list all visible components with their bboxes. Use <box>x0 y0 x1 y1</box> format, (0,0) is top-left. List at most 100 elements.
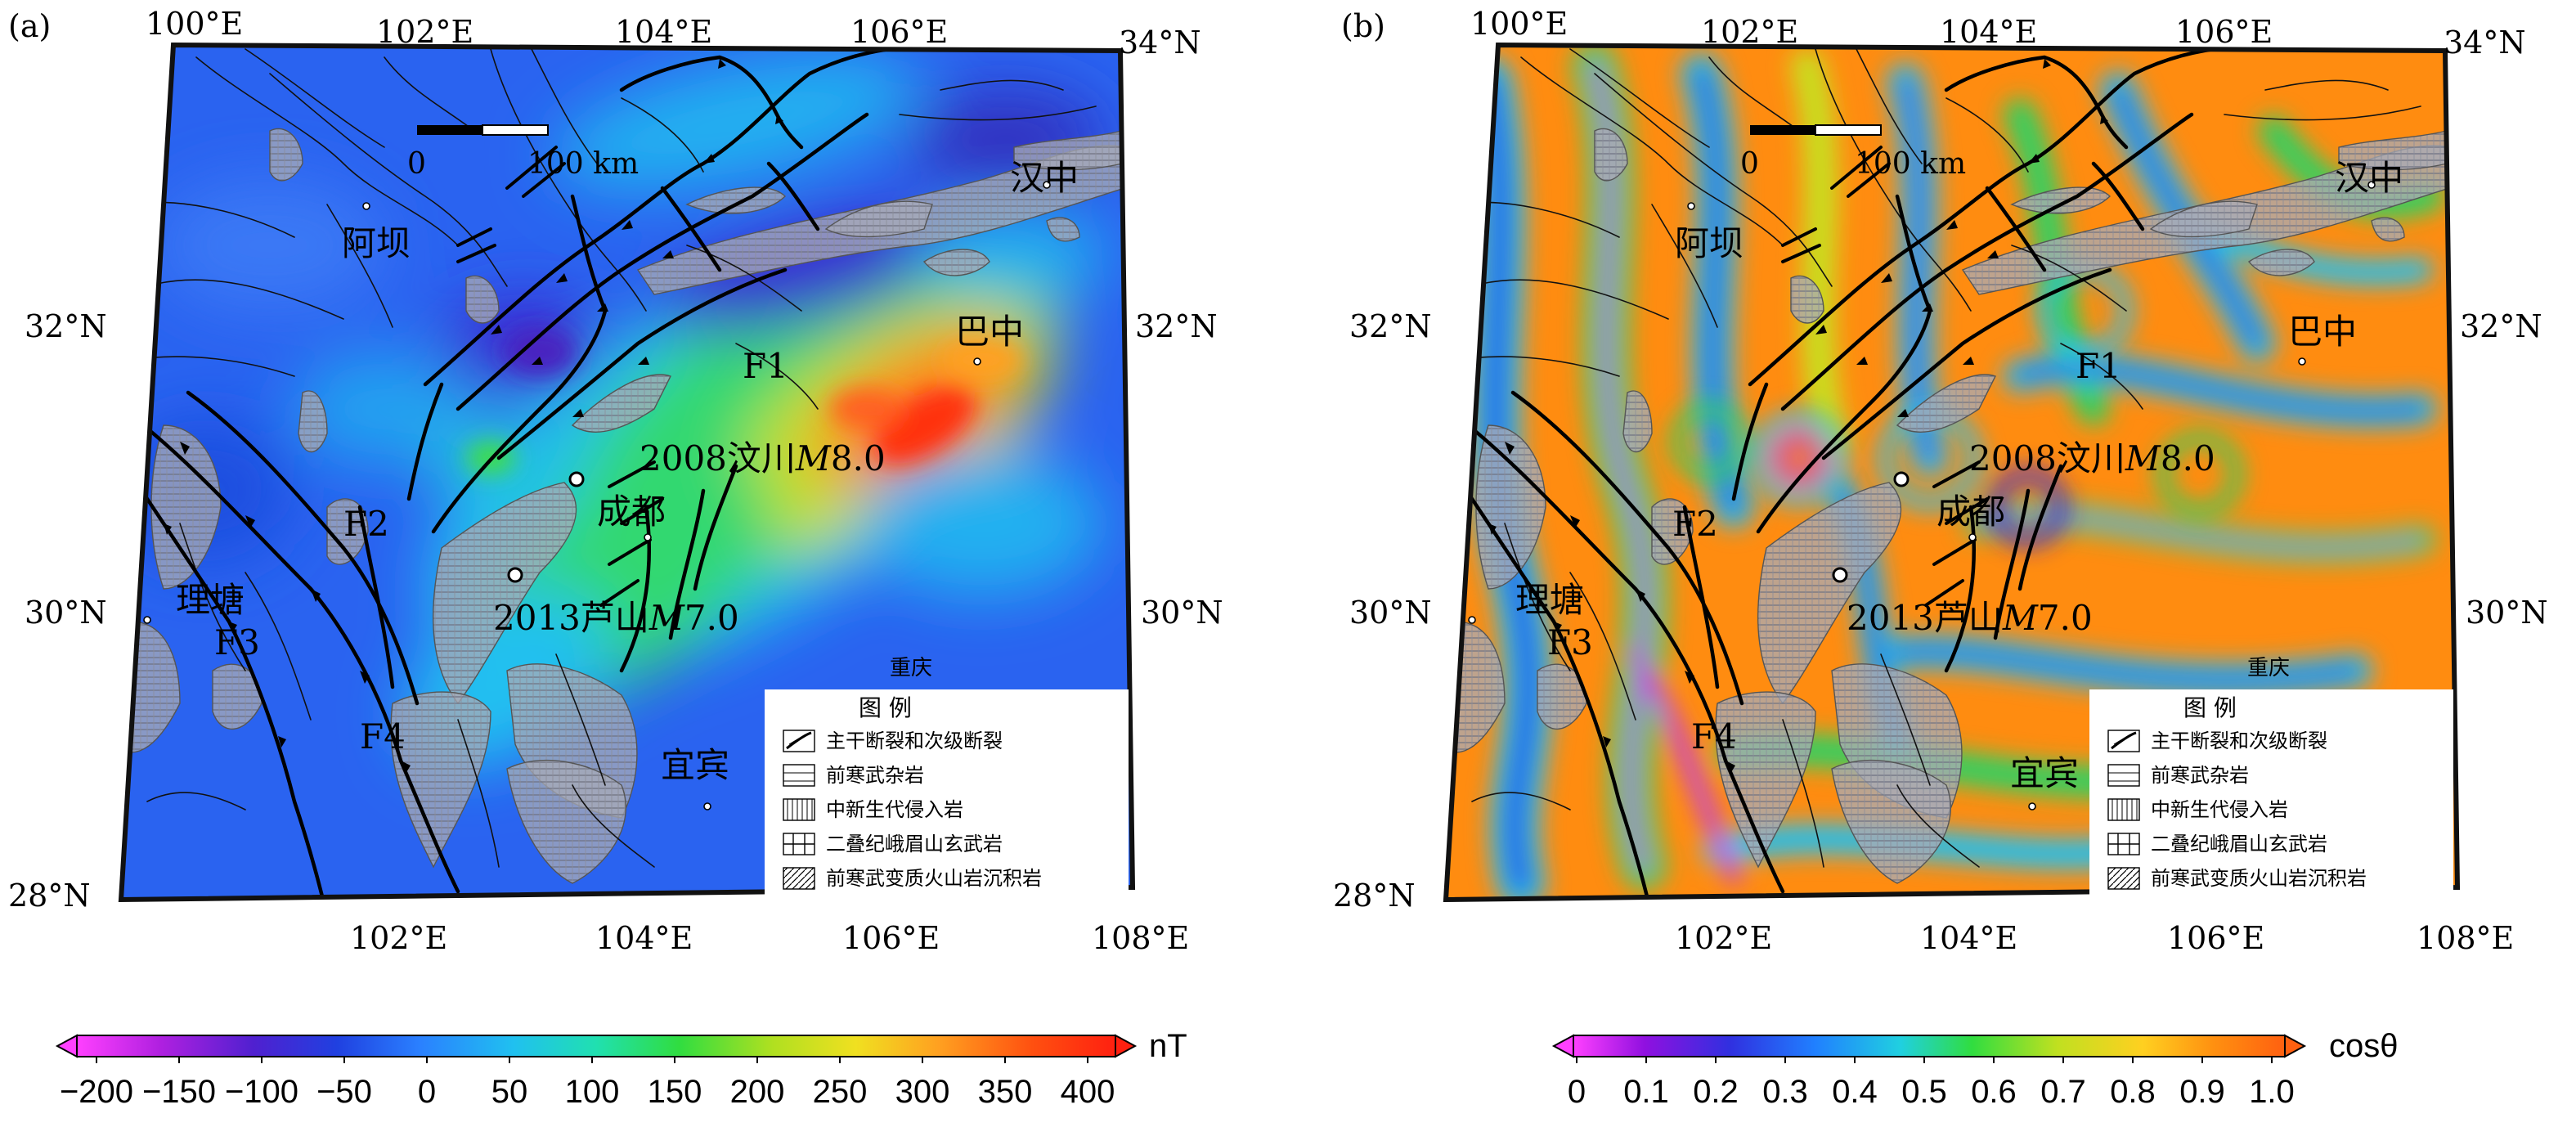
colorbar-tick-label: 0 <box>1568 1074 1586 1110</box>
left-tick-32n: 32°N <box>25 308 107 344</box>
top-right-34n-b: 34°N <box>2444 25 2526 61</box>
top-tick-106e-b: 106°E <box>2175 14 2273 50</box>
colorbar-tick-label: −200 <box>60 1074 133 1110</box>
right-tick-32n: 32°N <box>1135 308 1218 344</box>
fault-f4-b: F4 <box>1691 716 1737 757</box>
scale-start-b: 0 <box>1740 147 1759 181</box>
legend-item-1-b: 主干断裂和次级断裂 <box>2151 730 2327 752</box>
place-hanzhong-b: 汉中 <box>2335 158 2403 198</box>
panel-label-a: (a) <box>8 8 51 44</box>
place-hanzhong: 汉中 <box>1010 158 1079 198</box>
colorbar-tick-label: 50 <box>491 1074 528 1110</box>
bottom-tick-102e: 102°E <box>350 920 447 956</box>
colorbar-tick-label: 0.8 <box>2110 1074 2156 1110</box>
colorbar-tick-label: 1.0 <box>2249 1074 2295 1110</box>
panel-label-b: (b) <box>1341 8 1385 44</box>
fault-f4: F4 <box>360 716 406 757</box>
colorbar-tick-label: 0.7 <box>2040 1074 2086 1110</box>
legend-symbol-fault <box>783 730 815 752</box>
top-tick-104e-b: 104°E <box>1940 14 2037 50</box>
colorbar-tick-label: 0.2 <box>1693 1074 1739 1110</box>
colorbar-tick-label: 0.9 <box>2179 1074 2225 1110</box>
top-tick-104e: 104°E <box>615 14 712 50</box>
colorbar-tick-label: 350 <box>978 1074 1033 1110</box>
legend-symbol-intrusive <box>783 798 815 821</box>
place-yibin-b: 宜宾 <box>2010 753 2079 793</box>
place-chengdu: 成都 <box>597 492 666 532</box>
place-bazhong-b: 巴中 <box>2288 312 2357 352</box>
place-chongqing: 重庆 <box>890 656 932 680</box>
colorbar-tick-label: 400 <box>1061 1074 1115 1110</box>
legend-symbol-precambrian-b <box>2107 764 2140 787</box>
legend-item-2: 前寒武杂岩 <box>826 764 924 787</box>
eq-wenchuan: 2008汶川M8.0 <box>640 438 886 478</box>
scale-bar-b: 0 100 km <box>1740 124 1966 181</box>
fault-f1-b: F1 <box>2076 346 2121 386</box>
colorbar-a-unit: nT <box>1149 1028 1187 1064</box>
bottom-tick-106e: 106°E <box>842 920 940 956</box>
right-tick-30n-b: 30°N <box>2466 595 2548 631</box>
legend-symbol-intrusive-b <box>2107 798 2140 821</box>
colorbar-b: cosθ 0 0.1 0.2 0.3 0.4 0.5 0.6 0.7 0.8 0.9 1.0 <box>1551 1028 2399 1110</box>
right-tick-32n-b: 32°N <box>2460 308 2542 344</box>
places-b: 汉中 阿坝 巴中 成都 理塘 宜宾 F1 F2 F3 F4 2008汶川M8.0… <box>1515 158 2403 793</box>
legend-title-b: 图 例 <box>2183 694 2237 721</box>
legend-symbol-basalt-b <box>2107 833 2140 855</box>
scale-bar-a: 0 100 km <box>407 124 639 181</box>
bottom-tick-104e-b: 104°E <box>1920 920 2017 956</box>
legend-item-4-b: 二叠纪峨眉山玄武岩 <box>2151 833 2327 855</box>
bottom-tick-108e: 108°E <box>1092 920 1189 956</box>
place-chongqing-b: 重庆 <box>2247 656 2290 680</box>
colorbar-tick-label: 0 <box>418 1074 436 1110</box>
fault-f1: F1 <box>743 346 788 386</box>
left-tick-30n-b: 30°N <box>1349 595 1432 631</box>
colorbar-tick-label: 300 <box>895 1074 950 1110</box>
legend-symbol-metavolcanic-b <box>2107 867 2140 890</box>
legend-symbol-basalt <box>783 833 815 855</box>
left-tick-32n-b: 32°N <box>1349 308 1432 344</box>
colorbar-tick-label: 0.4 <box>1832 1074 1878 1110</box>
axis-ticks-b: 100°E 102°E 104°E 106°E 34°N 32°N 30°N 2… <box>1333 6 2548 956</box>
place-litang-b: 理塘 <box>1515 580 1584 620</box>
places-a: 汉中 阿坝 巴中 成都 理塘 宜宾 F1 F2 F3 F4 2008汶川M8.0… <box>176 158 1079 785</box>
legend-title: 图 例 <box>859 694 912 721</box>
bottom-tick-106e-b: 106°E <box>2167 920 2264 956</box>
fault-f3: F3 <box>214 622 260 662</box>
bottom-tick-108e-b: 108°E <box>2417 920 2514 956</box>
eq-lushan-b: 2013芦山M7.0 <box>1847 598 2093 638</box>
legend-item-3: 中新生代侵入岩 <box>826 798 963 821</box>
legend-item-4: 二叠纪峨眉山玄武岩 <box>826 833 1003 855</box>
fault-f3-b: F3 <box>1547 622 1593 662</box>
legend-item-1: 主干断裂和次级断裂 <box>826 730 1003 752</box>
colorbar-b-ticks: 0 0.1 0.2 0.3 0.4 0.5 0.6 0.7 0.8 0.9 1.0 <box>1568 1057 2295 1110</box>
top-tick-100e: 100°E <box>146 6 243 42</box>
colorbar-tick-label: 0.6 <box>1971 1074 2017 1110</box>
legend-item-2-b: 前寒武杂岩 <box>2151 764 2249 787</box>
place-aba-b: 阿坝 <box>1675 223 1744 263</box>
colorbar-a-ticks: −200 −150 −100 −50 0 50 100 150 200 250 300 350 400 <box>60 1057 1115 1110</box>
colorbar-tick-label: 0.5 <box>1901 1074 1947 1110</box>
colorbar-tick-label: 100 <box>565 1074 620 1110</box>
legend-symbol-precambrian <box>783 764 815 787</box>
legend-a: 重庆 图 例 主干断裂和次级断裂 前寒武杂岩 中新生代侵入岩 二叠纪峨眉山玄武岩 <box>765 656 1129 909</box>
colorbar-a: nT −200 −150 −100 −50 0 50 100 150 200 250 300 350 4… <box>55 1028 1187 1110</box>
map-a-frame <box>118 42 1136 903</box>
fault-f2: F2 <box>343 504 389 544</box>
panel-a: (a) 100°E 102°E 104°E 106°E 34°N 32°N 30… <box>8 6 1223 1110</box>
colorbar-b-unit: cosθ <box>2329 1028 2399 1064</box>
legend-item-5: 前寒武变质火山岩沉积岩 <box>826 867 1042 890</box>
scale-start: 0 <box>407 147 426 181</box>
place-litang: 理塘 <box>176 580 245 620</box>
legend-symbol-metavolcanic <box>783 867 815 890</box>
scale-end-b: 100 km <box>1855 147 1966 181</box>
left-tick-30n: 30°N <box>25 595 107 631</box>
colorbar-tick-label: −150 <box>142 1074 216 1110</box>
axis-ticks-a: 100°E 102°E 104°E 106°E 34°N 32°N 30°N 2… <box>8 6 1223 956</box>
eq-wenchuan-b: 2008汶川M8.0 <box>1969 438 2215 478</box>
legend-b: 重庆 图 例 主干断裂和次级断裂 前寒武杂岩 中新生代侵入岩 二叠纪峨眉山玄武岩 <box>2089 656 2453 909</box>
panel-b: (b) 100°E 102°E 104°E 106°E 34°N 32°N 30… <box>1333 6 2548 1110</box>
fault-f2-b: F2 <box>1672 504 1718 544</box>
left-tick-28n: 28°N <box>8 878 91 914</box>
top-right-34n: 34°N <box>1119 25 1201 61</box>
